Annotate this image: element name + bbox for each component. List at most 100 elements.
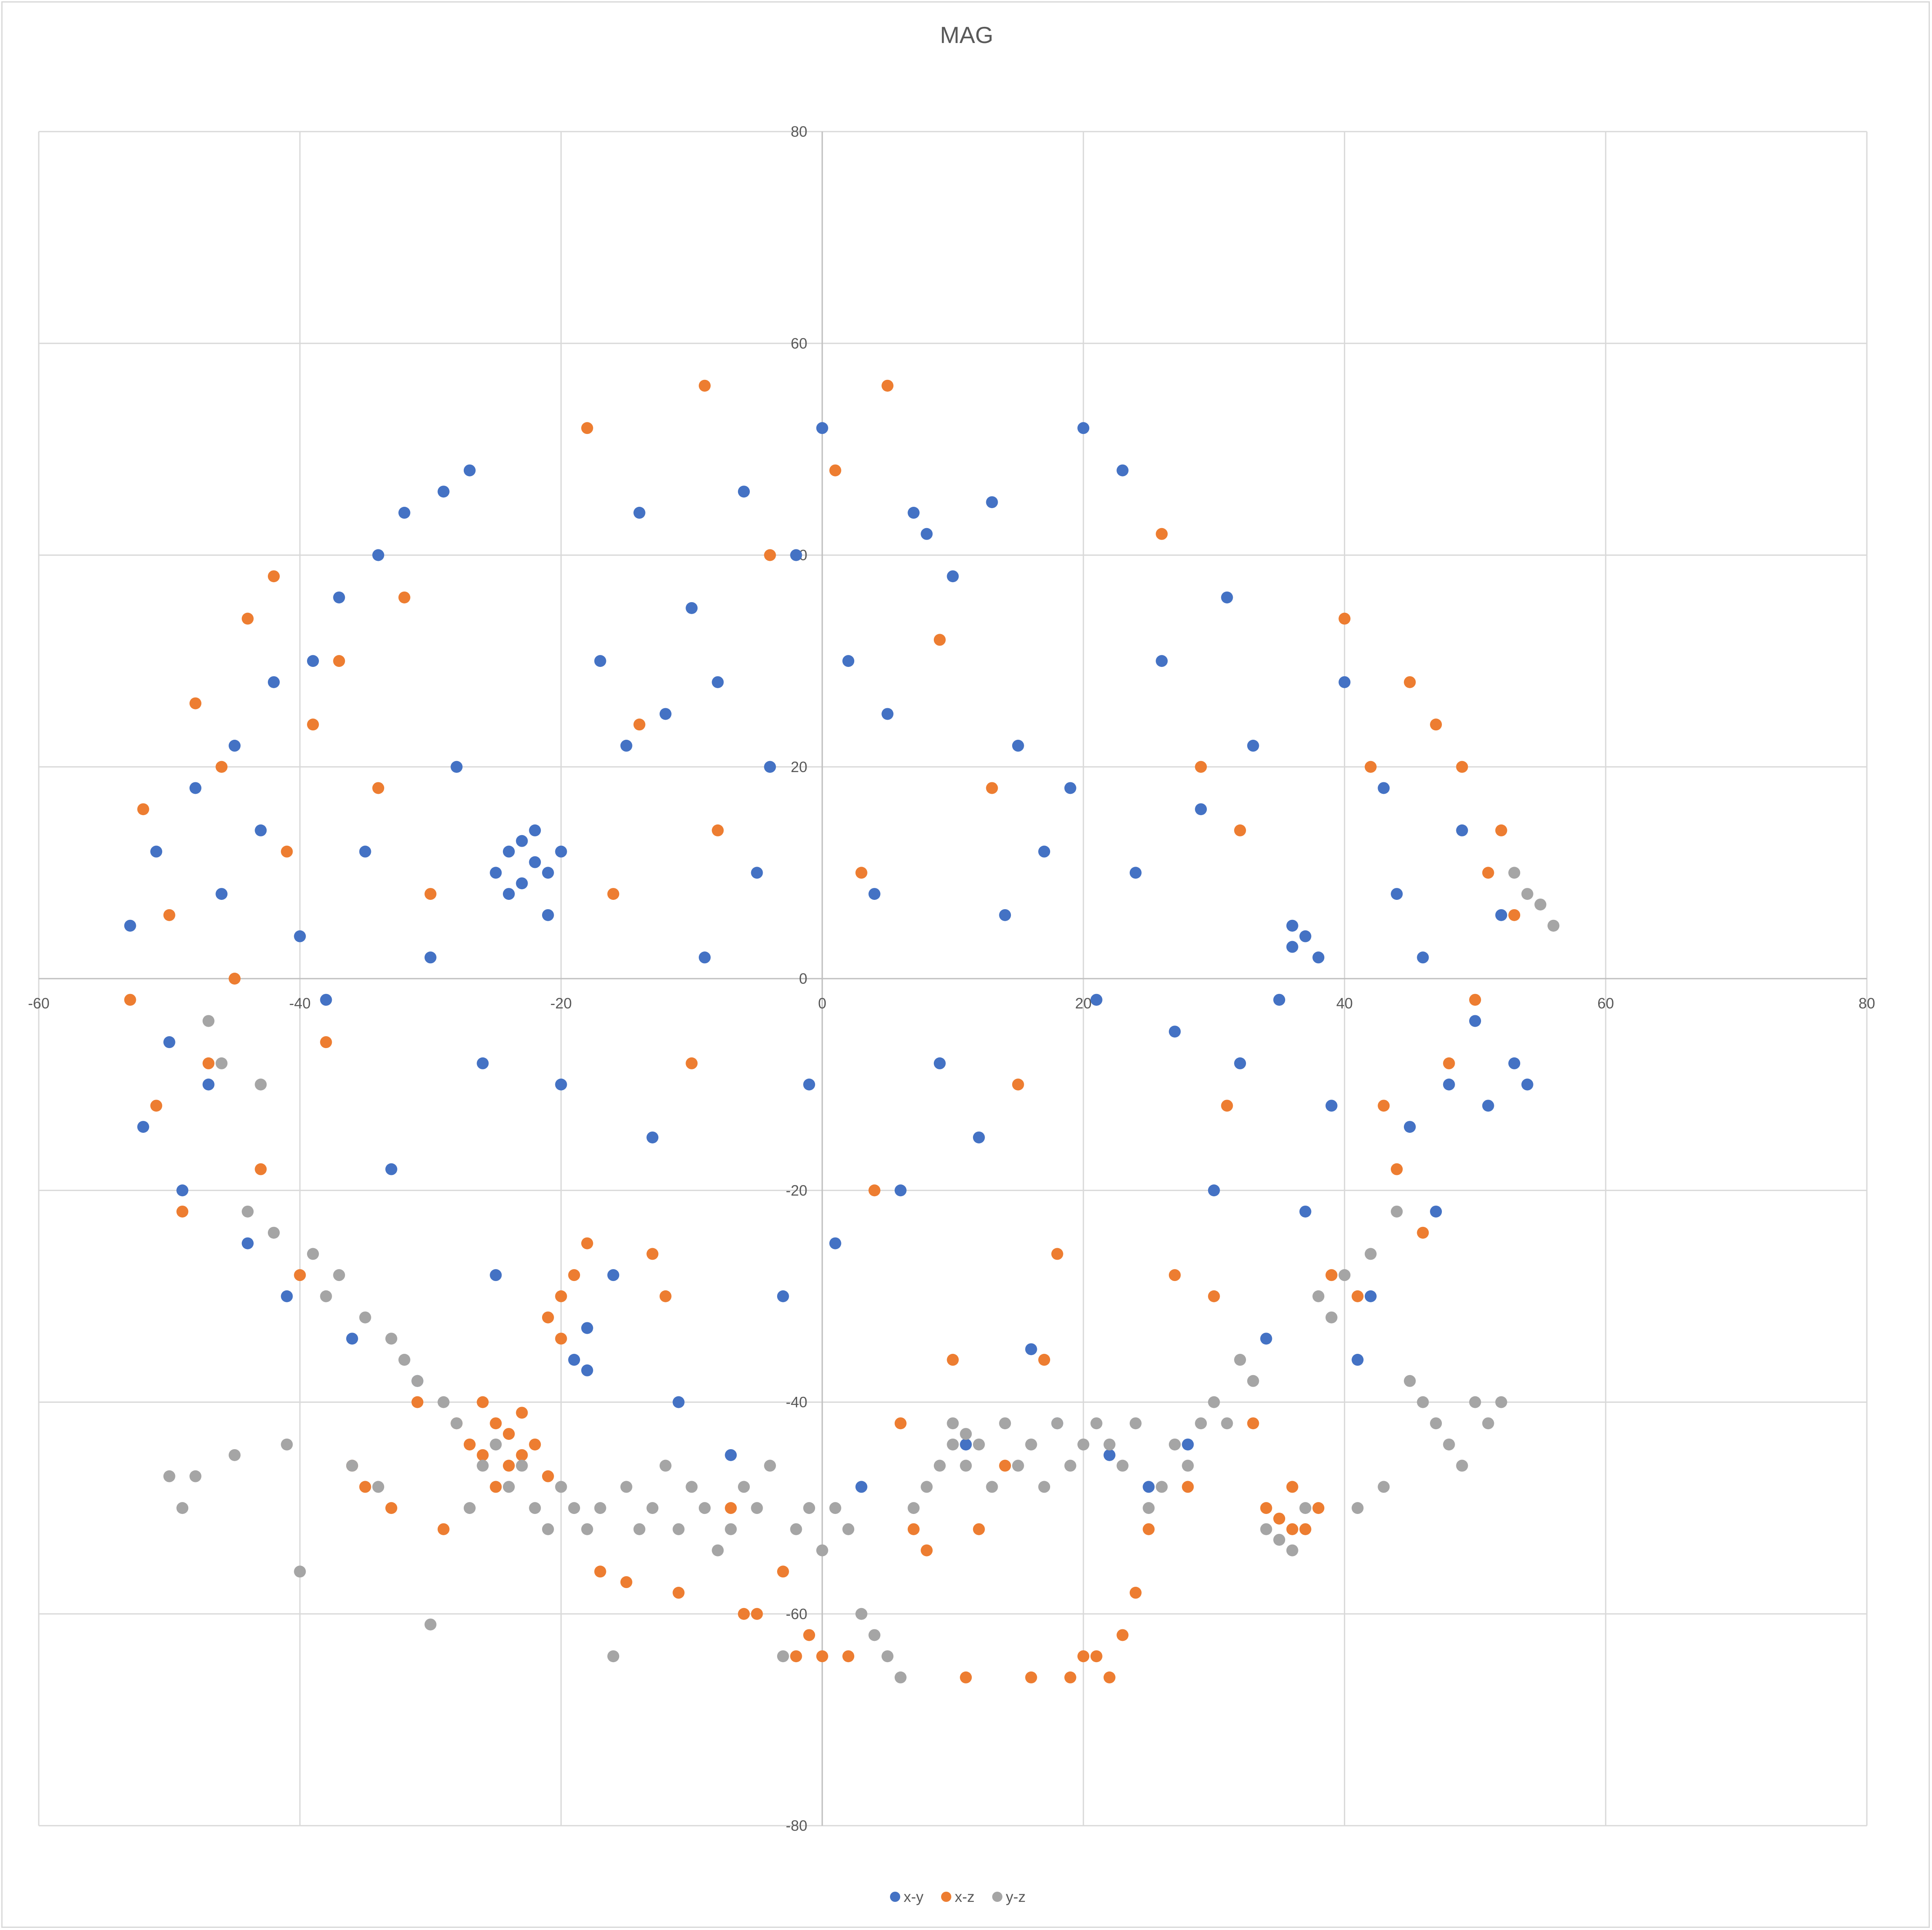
data-point-x-z: [477, 1396, 489, 1408]
data-point-x-z: [1456, 761, 1468, 773]
data-point-x-z: [1025, 1671, 1037, 1683]
data-point-x-z: [215, 761, 228, 773]
data-point-y-z: [1195, 1417, 1207, 1430]
data-point-x-y: [1156, 655, 1168, 667]
data-point-y-z: [502, 1481, 515, 1493]
points-layer: [124, 379, 1560, 1683]
data-point-y-z: [1286, 1544, 1298, 1557]
data-point-y-z: [1077, 1438, 1090, 1450]
legend-marker-y-z: [992, 1892, 1002, 1902]
data-point-y-z: [1521, 888, 1533, 900]
data-point-x-y: [490, 1269, 502, 1281]
data-point-x-y: [803, 1078, 815, 1091]
data-point-x-y: [1430, 1205, 1442, 1218]
data-point-y-z: [1143, 1502, 1155, 1514]
data-point-x-y: [451, 761, 463, 773]
data-point-x-z: [790, 1650, 802, 1663]
data-point-y-z: [738, 1481, 750, 1493]
data-point-x-z: [424, 888, 436, 900]
data-point-x-z: [307, 718, 319, 731]
data-point-x-z: [1430, 718, 1442, 731]
y-tick-label: -40: [786, 1394, 807, 1411]
data-point-y-z: [333, 1269, 345, 1281]
data-point-x-y: [921, 528, 933, 540]
data-point-x-z: [1234, 824, 1246, 836]
data-point-x-y: [542, 909, 554, 921]
data-point-x-y: [1090, 994, 1102, 1006]
data-point-y-z: [1182, 1459, 1194, 1472]
data-point-y-z: [921, 1481, 933, 1493]
x-tick-label: 40: [1336, 995, 1353, 1012]
data-point-x-y: [907, 507, 920, 519]
data-point-x-z: [372, 782, 385, 794]
data-point-x-z: [228, 973, 241, 985]
data-point-x-z: [320, 1036, 332, 1048]
data-point-y-z: [829, 1502, 841, 1514]
x-tick-label: -40: [289, 995, 311, 1012]
data-point-x-z: [255, 1163, 267, 1175]
data-point-y-z: [255, 1078, 267, 1091]
data-point-x-z: [607, 888, 620, 900]
data-point-y-z: [1547, 919, 1560, 932]
data-point-y-z: [659, 1459, 672, 1472]
data-point-x-y: [1404, 1121, 1416, 1133]
data-point-x-y: [686, 602, 698, 614]
data-point-y-z: [307, 1248, 319, 1260]
data-point-y-z: [1364, 1248, 1377, 1260]
data-point-x-y: [1234, 1057, 1246, 1069]
data-point-x-z: [960, 1671, 972, 1683]
data-point-x-z: [698, 379, 711, 392]
data-point-x-y: [1338, 676, 1351, 688]
data-point-x-z: [894, 1417, 907, 1430]
data-point-x-y: [620, 740, 632, 752]
data-point-y-z: [1508, 867, 1521, 879]
data-point-x-y: [294, 930, 306, 942]
data-point-y-z: [1430, 1417, 1442, 1430]
data-point-x-y: [1352, 1354, 1364, 1366]
data-point-y-z: [1443, 1438, 1455, 1450]
data-point-y-z: [215, 1057, 228, 1069]
data-point-y-z: [176, 1502, 189, 1514]
y-tick-label: 80: [791, 123, 807, 140]
data-point-x-y: [712, 676, 724, 688]
data-point-y-z: [1117, 1459, 1129, 1472]
data-point-x-y: [960, 1438, 972, 1450]
data-point-x-y: [502, 845, 515, 858]
data-point-x-z: [163, 909, 175, 921]
data-point-y-z: [490, 1438, 502, 1450]
data-point-x-z: [189, 697, 201, 709]
data-point-x-z: [137, 803, 149, 816]
data-point-y-z: [411, 1375, 424, 1387]
data-point-x-y: [1482, 1100, 1494, 1112]
data-point-x-z: [241, 612, 254, 625]
data-point-x-y: [529, 856, 541, 868]
data-point-x-y: [437, 485, 450, 498]
data-point-x-y: [842, 655, 855, 667]
data-point-y-z: [816, 1544, 828, 1557]
data-point-x-z: [1312, 1502, 1325, 1514]
data-point-x-z: [921, 1544, 933, 1557]
legend-marker-x-z: [941, 1892, 951, 1902]
data-point-x-z: [385, 1502, 397, 1514]
data-point-y-z: [1417, 1396, 1429, 1408]
data-point-y-z: [986, 1481, 998, 1493]
data-point-x-y: [947, 570, 959, 583]
data-point-x-y: [1417, 951, 1429, 964]
data-point-x-y: [359, 845, 371, 858]
data-point-x-z: [411, 1396, 424, 1408]
data-point-x-y: [1364, 1290, 1377, 1302]
data-point-x-y: [281, 1290, 293, 1302]
data-point-x-y: [581, 1364, 593, 1376]
data-point-y-z: [607, 1650, 620, 1663]
x-tick-label: 60: [1597, 995, 1614, 1012]
y-tick-label: -80: [786, 1818, 807, 1834]
data-point-y-z: [1103, 1438, 1116, 1450]
data-point-y-z: [163, 1470, 175, 1482]
y-tick-label: -20: [786, 1182, 807, 1199]
data-point-x-z: [1051, 1248, 1063, 1260]
data-point-x-y: [1247, 740, 1259, 752]
data-point-y-z: [790, 1523, 802, 1535]
data-point-y-z: [1273, 1534, 1286, 1546]
data-point-x-y: [738, 485, 750, 498]
data-point-x-z: [542, 1311, 554, 1324]
